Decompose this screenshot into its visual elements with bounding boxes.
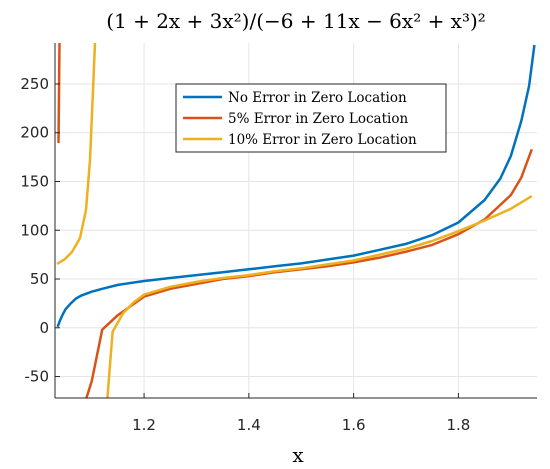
x-tick-label: 1.6 <box>342 416 366 434</box>
y-tick-label: 50 <box>30 270 49 288</box>
x-ticks: 1.2 1.4 1.6 1.8 <box>132 393 470 434</box>
chart-title: (1 + 2x + 3x²)/(−6 + 11x − 6x² + x³)² <box>106 9 486 33</box>
legend-label-3: 10% Error in Zero Location <box>228 132 417 148</box>
legend-label-1: No Error in Zero Location <box>228 90 407 106</box>
series-line-2 <box>85 148 533 398</box>
x-tick-label: 1.8 <box>446 416 470 434</box>
x-tick-label: 1.2 <box>132 416 156 434</box>
y-tick-label: -50 <box>25 368 50 386</box>
series-5pct-left-branch <box>57 43 61 144</box>
series-line-3 <box>106 195 533 398</box>
y-tick-label: 250 <box>20 75 49 93</box>
x-tick-label: 1.4 <box>237 416 261 434</box>
y-tick-label: 150 <box>20 172 49 190</box>
y-tick-label: 200 <box>20 124 49 142</box>
axes <box>54 43 537 399</box>
legend: No Error in Zero Location 5% Error in Zer… <box>175 83 447 153</box>
series-line-1 <box>56 44 536 328</box>
left-branches <box>56 43 97 266</box>
series-10pct-left-branch <box>56 43 97 266</box>
y-ticks: -50 0 50 100 150 200 250 <box>20 75 60 386</box>
y-tick-label: 0 <box>39 319 49 337</box>
series-layer <box>56 44 536 398</box>
legend-label-2: 5% Error in Zero Location <box>228 111 408 127</box>
y-tick-label: 100 <box>20 221 49 239</box>
x-axis-label: x <box>292 443 304 467</box>
